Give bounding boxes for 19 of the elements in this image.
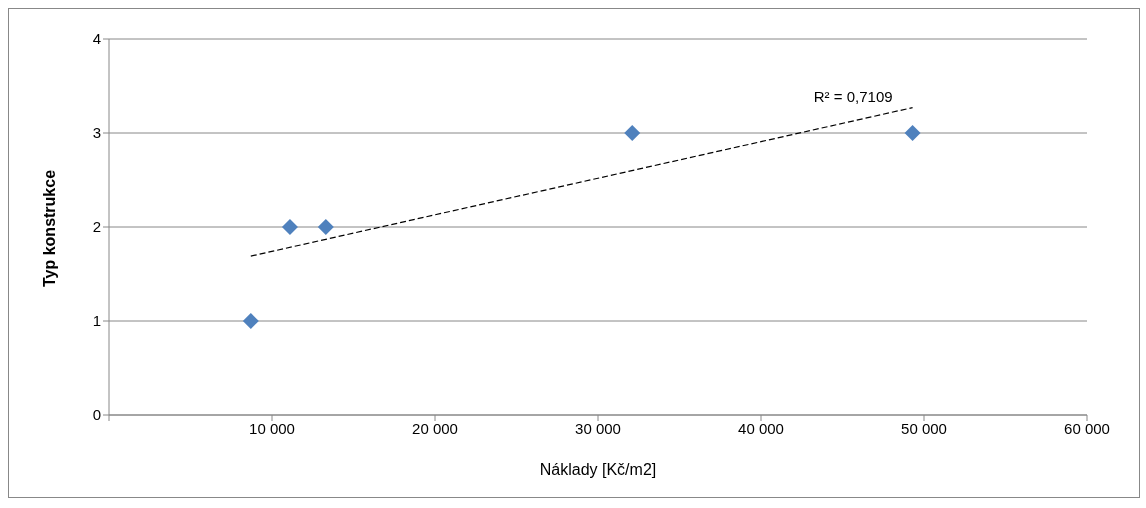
- x-axis-title: Náklady [Kč/m2]: [539, 461, 657, 478]
- x-tick-label: 30 000: [575, 419, 621, 437]
- annotation: R² = 0,7109: [813, 87, 893, 105]
- y-tick-label: 1: [92, 312, 101, 330]
- x-tick-label: 60 000: [1064, 419, 1110, 437]
- x-tick-label: 40 000: [738, 419, 784, 437]
- point: [281, 219, 298, 235]
- point: [904, 125, 921, 141]
- y-tick-label: 2: [92, 218, 101, 236]
- x-tick-label: 20 000: [412, 419, 458, 437]
- y-tick-label: 3: [92, 124, 101, 142]
- point: [624, 125, 641, 141]
- x-tick-label: 10 000: [249, 419, 295, 437]
- y-tick-label: 0: [92, 406, 101, 424]
- x-tick-label: 50 000: [901, 419, 947, 437]
- point: [317, 219, 334, 235]
- y-tick-label: 4: [92, 30, 101, 48]
- y-axis-title: Typ konstrukce: [40, 169, 58, 287]
- point: [242, 313, 259, 329]
